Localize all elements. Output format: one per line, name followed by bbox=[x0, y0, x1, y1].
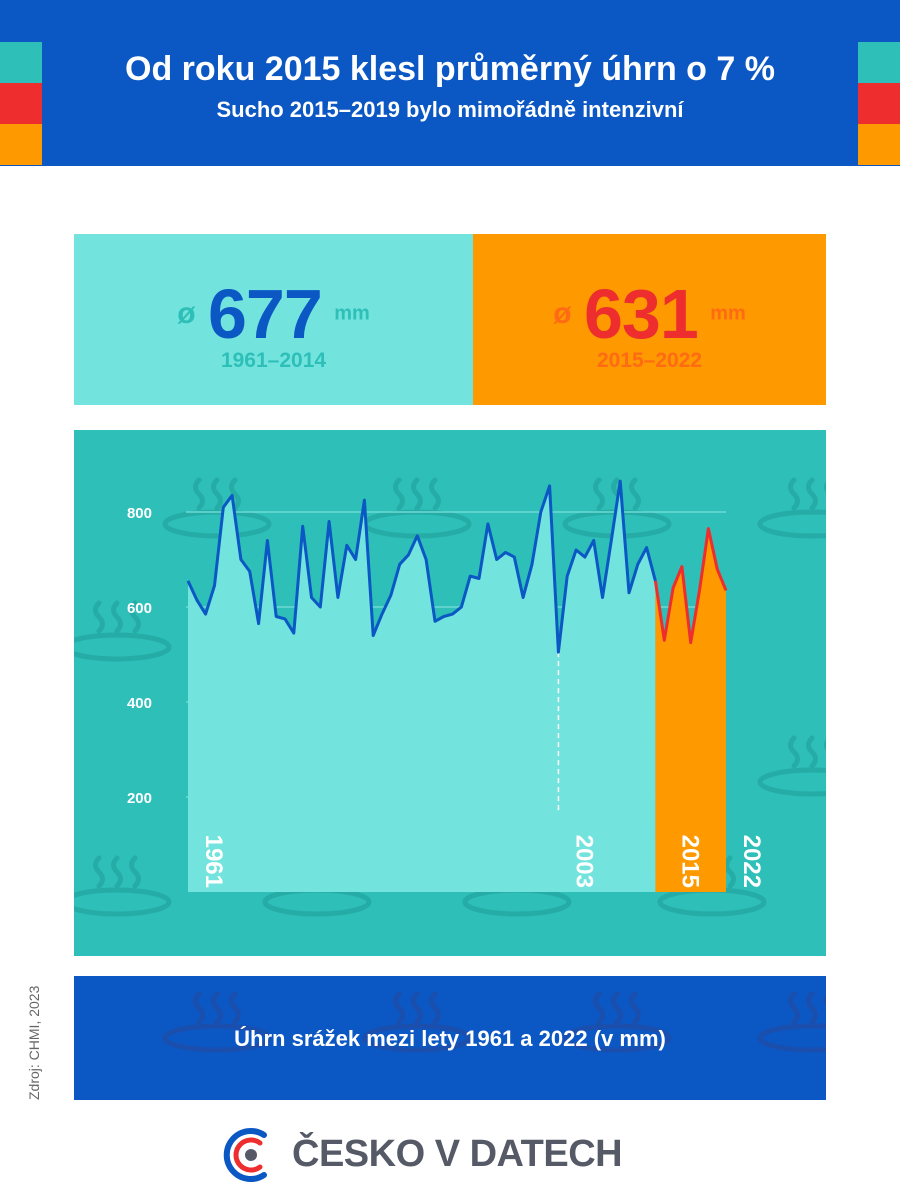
stripe-orange-right bbox=[858, 124, 900, 165]
average-symbol: ø bbox=[553, 297, 572, 330]
brand-logo: ČESKO V DATECH bbox=[220, 1125, 680, 1185]
chart-caption-box: Úhrn srážek mezi lety 1961 a 2022 (v mm) bbox=[74, 976, 826, 1100]
stat-box-1961-2014: ø 677 mm 1961–2014 bbox=[74, 234, 473, 405]
area-series-1961-2014 bbox=[188, 481, 656, 892]
average-unit: mm bbox=[334, 302, 370, 325]
stat-box-2015-2022: ø 631 mm 2015–2022 bbox=[473, 234, 826, 405]
average-period: 2015–2022 bbox=[596, 349, 703, 372]
y-tick-label: 400 bbox=[127, 695, 152, 712]
heat-puddle-icon bbox=[162, 991, 272, 1053]
x-tick-label: 1961 bbox=[200, 835, 227, 888]
chart-panel: 200 400 600 800 1961 2003 2015 2022 bbox=[74, 430, 826, 956]
average-value: 631 bbox=[583, 275, 699, 353]
stripe-orange-left bbox=[0, 124, 42, 165]
stripe-red-right bbox=[858, 83, 900, 124]
heat-puddle-icon bbox=[362, 991, 472, 1053]
heat-puddle-icon bbox=[74, 855, 172, 917]
stripe-teal-right bbox=[858, 42, 900, 83]
x-tick-label: 2015 bbox=[676, 835, 703, 888]
x-tick-label: 2003 bbox=[570, 835, 597, 888]
y-tick-label: 200 bbox=[127, 790, 152, 807]
precipitation-area-chart: 200 400 600 800 1961 2003 2015 2022 bbox=[127, 479, 765, 892]
average-period: 1961–2014 bbox=[220, 349, 327, 372]
area-series-2015-2022 bbox=[655, 528, 726, 892]
line-series-1961-2014 bbox=[186, 479, 657, 654]
logo-text: ČESKO V DATECH bbox=[292, 1133, 623, 1175]
page-title: Od roku 2015 klesl průměrný úhrn o 7 % bbox=[125, 50, 775, 88]
heat-puddle-icon bbox=[757, 477, 826, 539]
stripe-red-left bbox=[0, 83, 42, 124]
average-unit: mm bbox=[710, 302, 746, 325]
y-tick-label: 800 bbox=[127, 505, 152, 522]
line-series-2015-2022 bbox=[653, 527, 728, 645]
y-tick-label: 600 bbox=[127, 600, 152, 617]
heat-puddle-icon bbox=[757, 735, 826, 797]
average-value: 677 bbox=[207, 275, 323, 353]
source-note: Zdroj: CHMI, 2023 bbox=[26, 985, 42, 1100]
page-subtitle: Sucho 2015–2019 bylo mimořádně intenzivn… bbox=[216, 97, 684, 122]
stripe-teal-left bbox=[0, 42, 42, 83]
chart-caption: Úhrn srážek mezi lety 1961 a 2022 (v mm) bbox=[234, 1026, 666, 1051]
header-banner: Od roku 2015 klesl průměrný úhrn o 7 % S… bbox=[0, 0, 900, 166]
heat-puddle-icon bbox=[74, 600, 172, 662]
average-symbol: ø bbox=[177, 297, 196, 330]
x-tick-label: 2022 bbox=[738, 835, 765, 888]
heat-puddle-icon bbox=[757, 991, 826, 1053]
cesko-v-datech-logo-icon bbox=[223, 1128, 267, 1182]
heat-puddle-icon bbox=[562, 991, 672, 1053]
